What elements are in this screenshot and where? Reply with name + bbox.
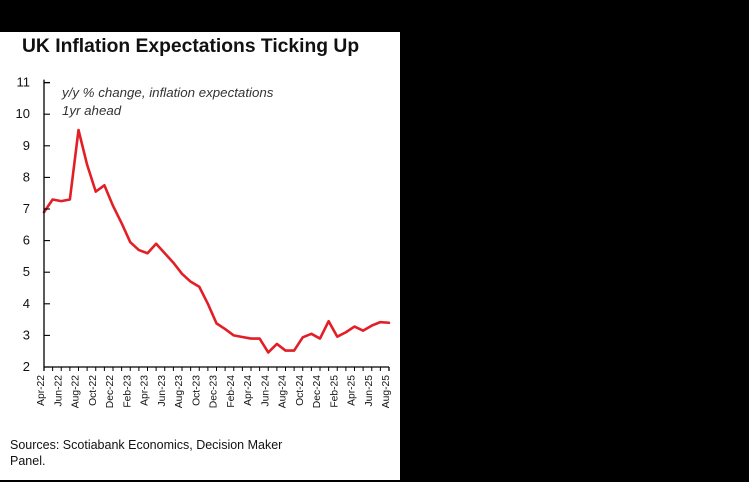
- svg-text:Feb-25: Feb-25: [329, 375, 340, 408]
- svg-text:2: 2: [23, 359, 30, 374]
- svg-text:6: 6: [23, 233, 30, 248]
- svg-text:Apr-24: Apr-24: [243, 375, 254, 406]
- svg-text:Aug-24: Aug-24: [278, 375, 289, 408]
- svg-text:Apr-23: Apr-23: [140, 375, 151, 406]
- svg-text:Apr-25: Apr-25: [347, 375, 358, 406]
- svg-text:5: 5: [23, 264, 30, 279]
- svg-text:7: 7: [23, 201, 30, 216]
- svg-text:9: 9: [23, 138, 30, 153]
- svg-text:3: 3: [23, 327, 30, 342]
- svg-text:Jun-23: Jun-23: [157, 375, 168, 407]
- svg-text:Feb-23: Feb-23: [122, 375, 133, 408]
- svg-text:4: 4: [23, 296, 30, 311]
- svg-text:Oct-23: Oct-23: [191, 375, 202, 406]
- svg-text:Oct-24: Oct-24: [295, 375, 306, 406]
- svg-text:Aug-23: Aug-23: [174, 375, 185, 408]
- svg-text:Dec-24: Dec-24: [312, 375, 323, 408]
- svg-text:Jun-22: Jun-22: [53, 375, 64, 407]
- svg-text:Jun-24: Jun-24: [260, 375, 271, 407]
- svg-text:Apr-22: Apr-22: [36, 375, 47, 406]
- svg-text:Dec-23: Dec-23: [209, 375, 220, 408]
- svg-text:10: 10: [16, 106, 30, 121]
- svg-text:11: 11: [17, 75, 31, 90]
- svg-text:8: 8: [23, 169, 30, 184]
- svg-text:Feb-24: Feb-24: [226, 375, 237, 408]
- svg-text:Dec-22: Dec-22: [105, 375, 116, 408]
- svg-text:Oct-22: Oct-22: [88, 375, 99, 406]
- svg-text:Aug-22: Aug-22: [71, 375, 82, 408]
- svg-text:Jun-25: Jun-25: [364, 375, 375, 407]
- svg-text:Aug-25: Aug-25: [381, 375, 392, 408]
